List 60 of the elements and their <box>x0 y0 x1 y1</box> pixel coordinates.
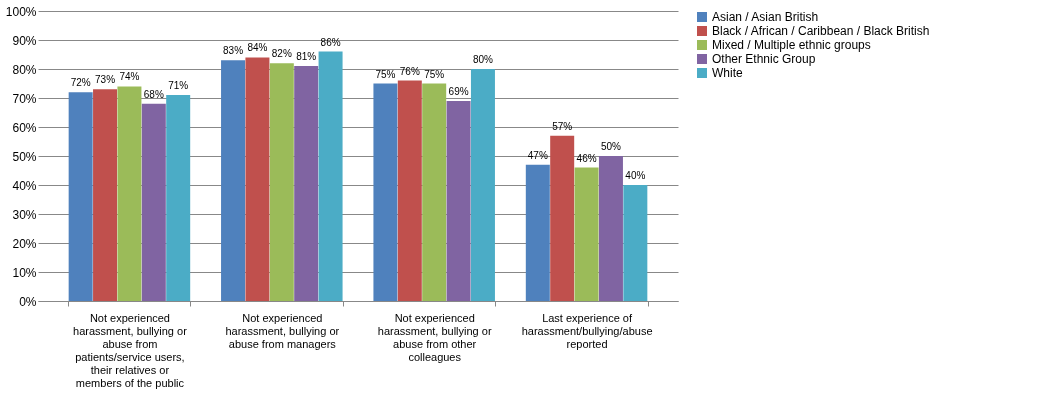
legend-label: White <box>712 66 743 80</box>
bar <box>574 167 599 301</box>
legend-label: Asian / Asian British <box>712 10 819 24</box>
data-label: 47% <box>527 149 548 161</box>
y-tick-label: 70% <box>12 91 37 106</box>
data-label: 72% <box>70 77 91 89</box>
bar <box>269 63 294 301</box>
data-label: 71% <box>168 80 189 92</box>
data-label: 73% <box>95 74 116 86</box>
x-tick-label: Not experienced harassment, bullying or abuse from managers <box>225 311 340 350</box>
bar <box>294 66 319 301</box>
data-label: 46% <box>576 152 597 164</box>
y-tick-label: 80% <box>12 62 37 77</box>
bar <box>623 185 648 301</box>
legend-label: Other Ethnic Group <box>712 52 816 66</box>
bar <box>373 83 398 301</box>
data-label: 80% <box>472 54 494 65</box>
bar <box>422 83 447 301</box>
bar <box>598 156 623 301</box>
y-tick-label: 20% <box>12 236 37 251</box>
data-label: 74% <box>119 71 140 83</box>
bar <box>446 100 471 301</box>
y-tick-label: 50% <box>12 149 37 164</box>
bar <box>525 164 550 301</box>
y-tick-label: 100% <box>5 4 37 19</box>
legend-label: Mixed / Multiple ethnic groups <box>712 38 871 52</box>
legend-label: Black / African / Caribbean / Black British <box>712 24 930 38</box>
data-label: 68% <box>143 88 164 100</box>
data-label: 82% <box>271 48 292 60</box>
data-label: 75% <box>424 68 445 80</box>
bar <box>141 103 166 301</box>
bar <box>318 51 343 301</box>
data-label: 40% <box>625 170 646 181</box>
bar <box>245 57 270 301</box>
data-label: 81% <box>296 51 317 63</box>
data-label: 84% <box>247 42 268 54</box>
y-tick-label: 10% <box>12 265 37 280</box>
x-tick-label: Not experienced harassment, bullying or abuse from other colleagues <box>377 311 492 363</box>
x-tick-label: Last experience of harassment/bullying/abuse reported <box>521 311 653 350</box>
y-tick-label: 40% <box>12 178 37 193</box>
bar <box>166 95 191 301</box>
bar <box>397 80 422 301</box>
x-tick-label: Not experienced harassment, bullying or abuse from patients/service users, their relatives or members of the public <box>73 311 188 389</box>
bar <box>117 86 142 301</box>
data-label: 75% <box>375 68 396 80</box>
bar <box>93 89 118 301</box>
data-label: 57% <box>552 120 573 132</box>
bar <box>68 92 93 301</box>
y-tick-label: 60% <box>12 120 37 135</box>
data-label: 83% <box>223 45 244 57</box>
data-label: 69% <box>448 85 469 97</box>
data-label: 76% <box>399 65 420 77</box>
y-tick-label: 30% <box>12 207 37 222</box>
y-tick-label: 90% <box>12 33 37 48</box>
data-label: 50% <box>600 141 622 152</box>
bar <box>550 135 575 301</box>
y-tick-label: 0% <box>19 294 37 309</box>
bar <box>470 69 495 301</box>
bar <box>221 60 246 301</box>
data-label: 86% <box>320 36 341 48</box>
